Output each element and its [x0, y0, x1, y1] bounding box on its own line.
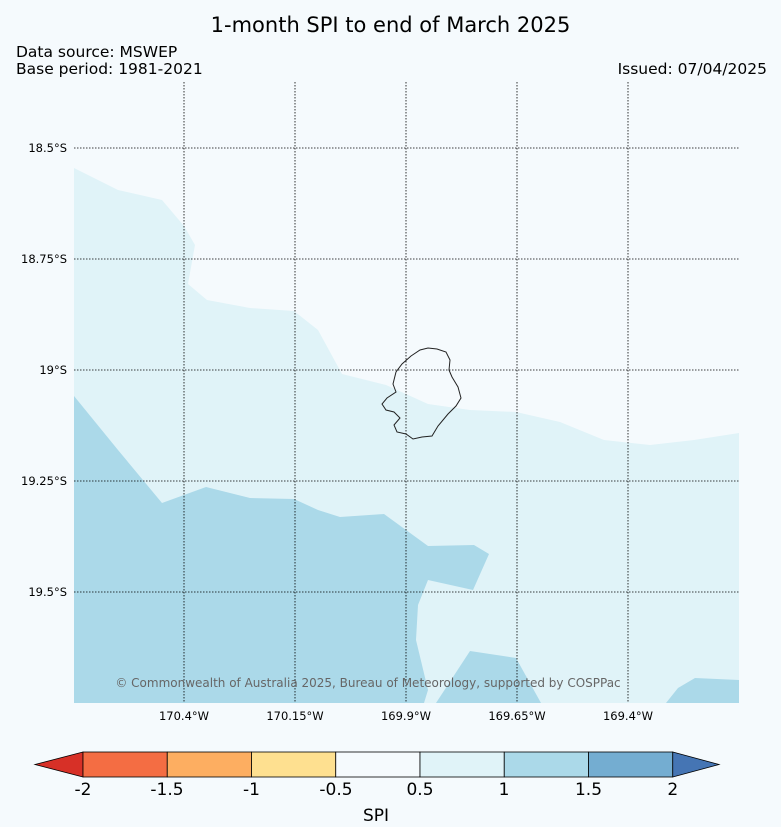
issued-date-text: Issued: 07/04/2025: [617, 60, 767, 78]
colorbar-tick-label: 1: [498, 780, 510, 800]
colorbar-title: SPI: [362, 806, 390, 826]
lat-label: 19.5°S: [28, 585, 67, 599]
colorbar-tick-label: -0.5: [319, 780, 353, 800]
niue-coastline: [381, 347, 462, 440]
lon-label: 170.4°W: [158, 709, 210, 723]
colorbar-extend-low: [33, 751, 84, 778]
lat-label: 18.75°S: [21, 252, 67, 266]
spi-zone-1-to-1.5-west: [74, 396, 489, 703]
map-gridlines: [74, 82, 739, 703]
lon-label: 170.15°W: [266, 709, 324, 723]
spi-colorbar: [33, 751, 721, 778]
colorbar-segment: [82, 751, 168, 778]
spi-zone-1-to-1.5-south: [436, 651, 541, 703]
colorbar-tick-label: 2: [667, 780, 679, 800]
lon-label: 169.65°W: [488, 709, 546, 723]
colorbar-segment: [588, 751, 674, 778]
lat-label: 18.5°S: [28, 141, 67, 155]
colorbar-segment: [335, 751, 421, 778]
colorbar-extend-high: [672, 751, 721, 778]
colorbar-tick-label: -2: [74, 780, 92, 800]
map-title: 1-month SPI to end of March 2025: [210, 13, 571, 37]
colorbar-segment: [503, 751, 589, 778]
colorbar-segment: [251, 751, 337, 778]
lon-label: 169.9°W: [380, 709, 432, 723]
spi-zone-1-to-1.5-southeast: [666, 678, 739, 703]
colorbar-segment: [419, 751, 505, 778]
colorbar-tick-label: 0.5: [406, 780, 434, 800]
lon-label: 169.4°W: [602, 709, 654, 723]
colorbar-tick-label: -1.5: [150, 780, 184, 800]
copyright-notice: © Commonwealth of Australia 2025, Bureau…: [115, 676, 621, 690]
base-period-text: Base period: 1981-2021: [16, 60, 203, 78]
map-metadata: Data source: MSWEP Base period: 1981-202…: [16, 44, 203, 78]
map-plot-area: [74, 82, 739, 703]
colorbar-tick-label: 1.5: [574, 780, 603, 800]
lat-label: 19.25°S: [21, 474, 67, 488]
lat-label: 19°S: [39, 363, 67, 377]
colorbar-segment: [166, 751, 252, 778]
data-source-text: Data source: MSWEP: [16, 43, 178, 61]
colorbar-tick-label: -1: [243, 780, 260, 800]
